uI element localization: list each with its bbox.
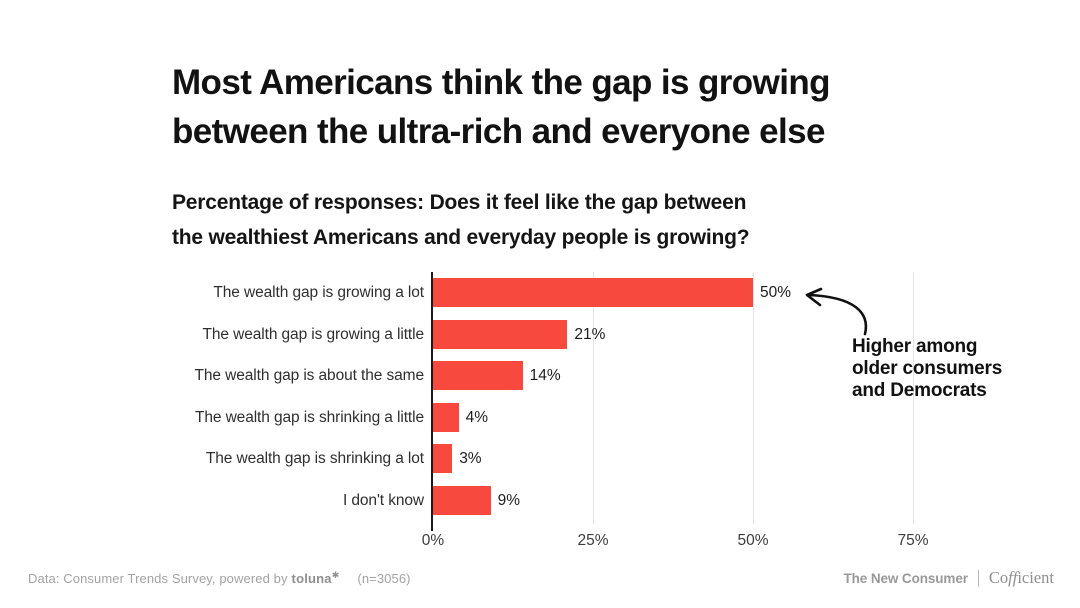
category-label: The wealth gap is growing a little (202, 325, 425, 343)
value-label: 9% (497, 492, 520, 509)
title-line-1: Most Americans think the gap is growing (172, 63, 830, 102)
the-new-consumer-logo: The New Consumer (843, 570, 968, 586)
bar (433, 444, 453, 474)
bar (433, 319, 568, 349)
x-tick-label: 25% (577, 532, 609, 549)
subtitle-line-2: the wealthiest Americans and everyday pe… (172, 226, 750, 249)
toluna-star-icon: ✱ (331, 570, 340, 580)
bar (433, 486, 491, 515)
brand-lockup: The New Consumer Cofficient (843, 568, 1054, 588)
category-labels: The wealth gap is growing a lot The wealt… (0, 272, 425, 524)
chart-annotation: Higher among older consumers and Democra… (852, 336, 1002, 402)
category-label: The wealth gap is about the same (194, 367, 425, 385)
coefficient-logo: Cofficient (988, 568, 1054, 587)
annotation-line-2: older consumers (852, 358, 1003, 379)
category-label: I don't know (342, 492, 424, 509)
value-label: 21% (574, 325, 606, 343)
chart-subtitle: Percentage of responses: Does it feel li… (172, 185, 750, 255)
x-tick-label: 50% (737, 532, 769, 549)
x-tick-label: 75% (897, 532, 929, 549)
data-source-note: Data: Consumer Trends Survey, powered by… (28, 570, 411, 586)
x-tick-label: 0% (421, 532, 445, 549)
value-label: 4% (465, 408, 488, 426)
value-label: 14% (529, 367, 561, 385)
value-label: 50% (760, 284, 792, 301)
sample-size: (n=3056) (357, 571, 411, 586)
title-line-2: between the ultra-rich and everyone else (172, 112, 826, 151)
gridline-75% (913, 272, 914, 524)
subtitle-line-1: Percentage of responses: Does it feel li… (172, 191, 747, 214)
annotation-line-3: and Democrats (852, 380, 987, 401)
source-prefix: Data: Consumer Trends Survey, powered by (28, 571, 288, 586)
bar (433, 402, 459, 432)
bar (433, 278, 753, 307)
page-title: Most Americans think the gap is growing … (172, 58, 830, 156)
brand-divider (977, 569, 979, 587)
plot-area: 0% 25% 50% 75% 50% 21% 14% 4% 3% 9% (422, 272, 990, 549)
gridline-50% (753, 272, 754, 524)
footer: Data: Consumer Trends Survey, powered by… (0, 566, 1080, 592)
value-label: 3% (459, 450, 482, 468)
category-label: The wealth gap is growing a lot (213, 284, 424, 301)
toluna-logo: toluna (291, 571, 332, 586)
bar (433, 361, 523, 391)
gridline-25% (593, 272, 594, 524)
y-axis-line (431, 272, 433, 531)
category-label: The wealth gap is shrinking a little (194, 408, 424, 426)
annotation-arrow-icon (805, 287, 868, 336)
annotation-line-1: Higher among (852, 336, 978, 357)
category-label: The wealth gap is shrinking a lot (205, 450, 424, 468)
